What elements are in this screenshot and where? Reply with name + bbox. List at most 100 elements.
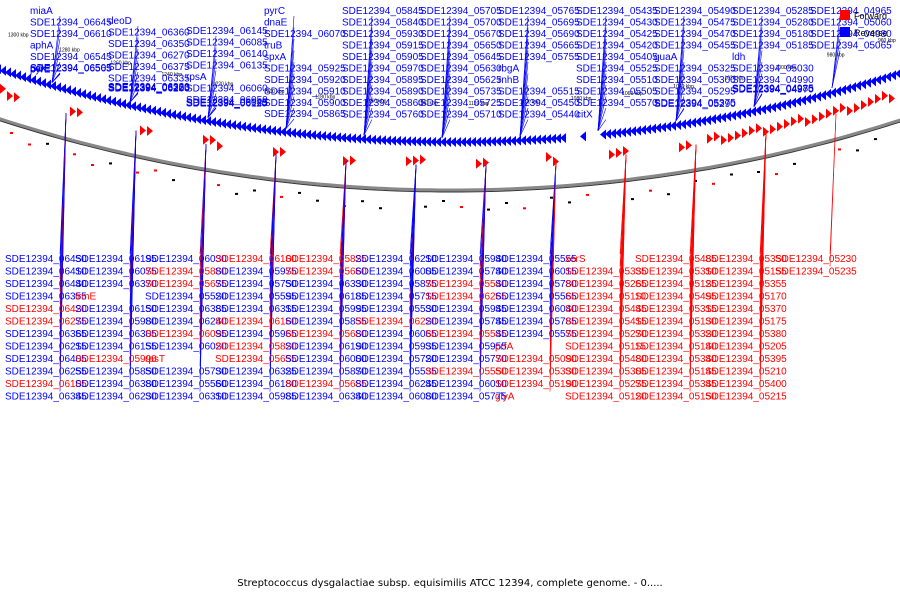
gene-label-forward: SDE12394_05320	[635, 329, 717, 340]
reverse-gene-arrow	[835, 86, 841, 97]
gene-label-reverse: SDE12394_06450	[5, 254, 87, 265]
reverse-gene-arrow	[540, 134, 546, 145]
gene-label-reverse: SDE12394_05785	[495, 317, 577, 328]
gene-label-reverse: SDE12394_05290	[654, 99, 736, 110]
ruler-tick-label: 1160 kbp	[366, 99, 386, 105]
forward-gene-arrow	[840, 102, 846, 113]
gene-label-forward: SDE12394_05305	[565, 367, 647, 378]
gene-label-reverse: uvrC	[30, 64, 51, 75]
forward-gene-arrow	[679, 142, 685, 153]
gene-marker	[649, 189, 652, 192]
gene-marker	[217, 184, 220, 187]
reverse-gene-arrow	[180, 111, 186, 122]
gene-label-forward: SDE12394_05215	[705, 392, 787, 403]
leader-line	[519, 107, 529, 137]
reverse-gene-arrow	[515, 135, 521, 146]
reverse-gene-arrow	[45, 79, 51, 90]
reverse-gene-arrow	[860, 79, 866, 90]
gene-label-reverse: SDE12394_05455	[654, 41, 736, 52]
reverse-gene-arrow	[240, 121, 246, 132]
forward-gene-arrow	[77, 107, 83, 118]
gene-label-reverse: SDE12394_04970	[732, 84, 814, 95]
gene-marker	[460, 206, 463, 208]
gene-label-reverse: SDE12394_04990	[732, 75, 814, 86]
reverse-gene-arrow	[170, 109, 176, 120]
gene-label-reverse: SDE12394_06245	[355, 379, 437, 390]
gene-label-reverse: SDE12394_05325	[654, 64, 736, 75]
reverse-gene-arrow	[750, 106, 756, 117]
ruler-tick-label: 1240 kbp	[162, 72, 183, 78]
gene-label-forward: SDE12394_05395	[705, 354, 787, 365]
gene-label-reverse: SDE12394_06110	[186, 98, 267, 109]
gene-label-reverse: SDE12394_05780	[495, 279, 577, 290]
leader-line	[269, 154, 277, 392]
gene-label-reverse: SDE12394_05520	[145, 292, 227, 303]
gene-label-forward: SDE12394_05825	[285, 254, 367, 265]
reverse-gene-arrow	[680, 119, 686, 130]
forward-gene-arrow	[7, 91, 13, 102]
forward-gene-arrow	[140, 125, 146, 136]
reverse-gene-arrow	[120, 99, 126, 110]
gene-label-forward: SDE12394_05150	[635, 392, 717, 403]
reverse-gene-arrow	[845, 83, 851, 94]
reverse-gene-arrow	[715, 113, 721, 124]
forward-gene-arrow	[805, 116, 811, 127]
gene-label-forward: SDE12394_05190	[495, 379, 577, 390]
gene-label-forward: SDE12394_05235	[775, 267, 857, 278]
gene-label-reverse: SDE12394_05030	[732, 64, 814, 75]
ruler-tick-label: 1060 kbp	[622, 91, 643, 97]
leader-line	[675, 73, 685, 121]
gene-label-reverse: SDE12394_06010	[425, 379, 507, 390]
forward-gene-arrow	[749, 125, 755, 136]
gene-label-reverse: SDE12394_05845	[342, 6, 424, 17]
gene-label-reverse: SDE12394_06215	[5, 342, 87, 353]
reverse-gene-arrow	[670, 120, 676, 131]
gene-label-forward: SDE12394_05315	[635, 304, 717, 315]
gene-label-reverse: SDE12394_06080	[355, 392, 437, 403]
reverse-gene-arrow	[140, 103, 146, 114]
ruler-tick-label: 1000 kbp	[776, 65, 797, 71]
reverse-gene-arrow	[100, 94, 106, 105]
reverse-gene-arrow	[690, 117, 696, 128]
gene-label-forward: SDE12394_05110	[565, 292, 646, 303]
gene-label-reverse: SDE12394_05690	[498, 29, 580, 40]
gene-label-reverse: aphA	[30, 41, 54, 52]
gene-label-forward: SDE12394_05330	[495, 367, 577, 378]
gene-label-reverse: SDE12394_06195	[75, 254, 157, 265]
leader-line	[597, 96, 607, 131]
gene-label-reverse: SDE12394_06060	[186, 84, 268, 95]
leader-line	[207, 108, 217, 118]
gene-label-forward: SDE12394_05340	[635, 354, 717, 365]
forward-gene-arrow	[350, 155, 356, 166]
gene-label-reverse: SDE12394_05475	[654, 18, 736, 29]
forward-gene-arrow	[812, 114, 818, 125]
ruler-tick-label: 1200 kbp	[264, 89, 285, 95]
gene-marker	[730, 173, 733, 176]
leader-line	[363, 73, 373, 136]
gene-label-forward: SDE12394_05335	[565, 267, 647, 278]
reverse-gene-arrow	[775, 101, 781, 112]
gene-label-forward: SDE12394_05310	[635, 267, 717, 278]
forward-gene-arrow	[483, 157, 489, 168]
reverse-gene-arrow	[675, 119, 681, 130]
gene-label-reverse: SDE12394_06075	[75, 267, 157, 278]
gene-label-reverse: SDE12394_06070	[264, 29, 346, 40]
gene-marker	[379, 207, 382, 210]
forward-gene-arrow	[280, 146, 286, 157]
gene-label-reverse: SDE12394_06610	[30, 29, 112, 40]
gene-marker	[694, 179, 697, 182]
reverse-gene-arrow	[400, 136, 406, 147]
gene-label-reverse: SDE12394_06360	[108, 28, 190, 39]
reverse-gene-arrow	[545, 134, 551, 145]
leader-line	[441, 107, 451, 139]
reverse-gene-arrow	[625, 126, 631, 137]
gene-label-forward: SDE12394_05990	[75, 354, 157, 365]
reverse-gene-arrow	[20, 72, 26, 83]
reverse-gene-arrow	[640, 124, 646, 135]
leader-line	[51, 27, 61, 83]
reverse-gene-arrow	[435, 136, 441, 147]
reverse-gene-arrow	[480, 136, 486, 147]
label-leader-lines	[51, 15, 841, 392]
gene-label-reverse: SDE12394_06240	[145, 317, 227, 328]
ruler-tick-label: 960 kbp	[878, 38, 896, 44]
